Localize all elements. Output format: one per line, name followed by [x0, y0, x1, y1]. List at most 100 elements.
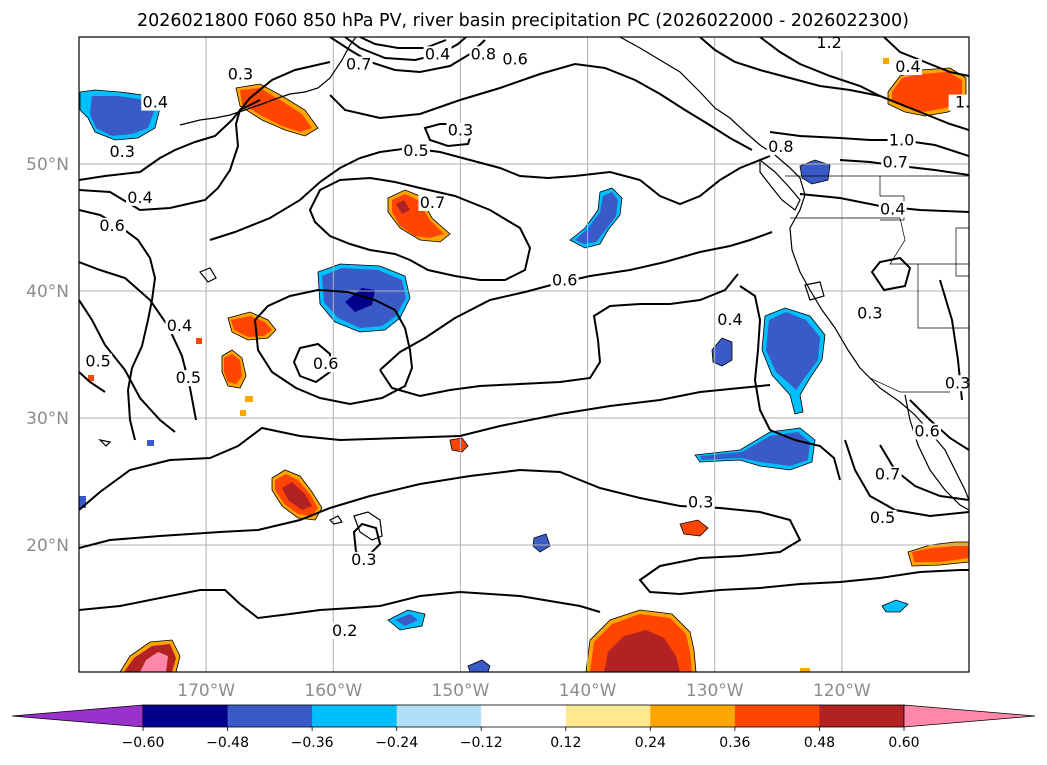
contour-label-halo: [418, 194, 447, 211]
contour-label-halo: [311, 356, 340, 373]
colorbar-segment: [481, 705, 567, 727]
contour-label: 1.: [955, 93, 970, 112]
aleutian-alaska-coast: [179, 37, 357, 126]
contour-label: 0.7: [346, 54, 371, 73]
contour-label-halo: [948, 94, 969, 111]
map-frame: [78, 36, 970, 673]
lon-label: 150°W: [432, 681, 490, 701]
contour-label: 0.5: [870, 508, 895, 527]
coastlines: [98, 37, 969, 541]
contour-label-halo: [766, 139, 795, 156]
longitude-labels: 170°W 160°W 150°W 140°W 130°W 120°W: [177, 681, 871, 701]
contour-label: 0.6: [99, 216, 124, 235]
contour-label-halo: [550, 272, 579, 289]
nevada-border: [917, 264, 969, 329]
contour-label: 0.6: [502, 49, 527, 68]
contour-label-halo: [878, 201, 907, 218]
colorbar-segment: [143, 705, 229, 727]
colorbar-segment: [227, 705, 313, 727]
colorbar-tick-label: 0.36: [719, 735, 750, 751]
contour-label: 0.3: [228, 65, 253, 84]
contour-high-3: [359, 37, 447, 49]
contour-label: 1.0: [889, 131, 914, 150]
latitude-labels: 50°N 40°N 30°N 20°N: [26, 155, 69, 556]
positive-anomaly-patches: [88, 58, 969, 672]
contour-label: 0.7: [420, 193, 445, 212]
contour-label: 0.3: [351, 550, 376, 569]
contour-labels: 0.3 0.4 0.3 0.4 0.6 0.5 0.3 0.7 0.6 0.6 0.4 0.5 0.3 0…: [84, 33, 970, 640]
colorbar-tick-label: −0.36: [291, 735, 334, 751]
contour-label-halo: [174, 370, 203, 387]
contour-label-halo: [893, 59, 922, 76]
contour-label-halo: [715, 311, 744, 328]
contour-0.5-west: [79, 299, 176, 433]
map-panel: 0.3 0.4 0.3 0.4 0.6 0.5 0.3 0.7 0.6 0.6 0.4 0.5 0.3 0…: [26, 33, 970, 701]
contour-label: 0.8: [471, 44, 496, 63]
lon-label: 170°W: [177, 681, 235, 701]
contour-label-halo: [873, 466, 902, 483]
contour-high-1: [329, 37, 486, 74]
contour-0.5-edge: [79, 371, 106, 393]
map-background: [79, 37, 969, 672]
contour-label: 0.5: [176, 368, 201, 387]
contour-high-2: [344, 37, 467, 62]
contour-label-halo: [881, 154, 910, 171]
contour-label: 0.6: [914, 422, 939, 441]
contour-label-halo: [108, 144, 137, 161]
contour-label: 0.7: [883, 152, 908, 171]
contour-label: 0.4: [717, 310, 742, 329]
colorbar-segment: [734, 705, 820, 727]
lon-label: 160°W: [304, 681, 362, 701]
contour-label-halo: [84, 353, 113, 370]
contour-label: 0.4: [143, 93, 168, 112]
oregon-border: [790, 217, 969, 265]
contour-label-halo: [815, 37, 844, 51]
mexico-border: [869, 377, 950, 393]
contour-0.7-central: [308, 176, 532, 281]
vancouver-island: [759, 158, 801, 211]
colorbar-tick-label: 0.12: [550, 735, 581, 751]
contour-label-halo: [141, 94, 170, 111]
contour-label-halo: [887, 132, 916, 149]
contour-label: 0.8: [768, 137, 793, 156]
contour-label: 0.2: [332, 621, 357, 640]
contour-label-halo: [469, 46, 498, 63]
contour-1.0: [769, 131, 969, 157]
contour-label: 0.6: [313, 354, 338, 373]
contour-0.6-loop: [253, 288, 414, 406]
contour-label: 0.3: [857, 303, 882, 322]
contour-label: 1.2: [816, 33, 841, 52]
lon-label: 130°W: [686, 681, 744, 701]
colorbar-tick-label: 0.60: [888, 735, 919, 751]
contour-label-halo: [943, 375, 969, 392]
small-island: [199, 267, 217, 283]
contour-label-halo: [349, 551, 378, 568]
contour-label: 0.4: [167, 316, 192, 335]
contour-label-halo: [401, 142, 430, 159]
contour-label: 0.5: [85, 352, 110, 371]
colorbar-tick-label: −0.24: [375, 735, 418, 751]
contour-label: 0.3: [945, 373, 970, 392]
contour-label-halo: [868, 509, 897, 526]
contour-1.2: [699, 37, 969, 131]
colorbar-segment: [819, 705, 905, 727]
colorbar-tick-label: −0.48: [206, 735, 249, 751]
contour-1.2b: [759, 37, 881, 97]
contour-label-halo: [913, 423, 942, 440]
contour-0.3-north: [79, 61, 331, 181]
contour-label-halo: [855, 305, 884, 322]
colorbar-segment: [312, 705, 398, 727]
contour-0.3-ne: [870, 256, 912, 292]
contour-0.3-central: [79, 384, 771, 511]
colorbar-segment: [396, 705, 482, 727]
contour-0.5-se: [844, 439, 969, 518]
colorbar-segment: [650, 705, 736, 727]
lat-label: 20°N: [26, 536, 69, 556]
lat-label: 30°N: [26, 409, 69, 429]
contour-0.3-south: [79, 468, 969, 596]
lat-label: 40°N: [26, 282, 69, 302]
contour-label-halo: [126, 189, 155, 206]
contour-label: 0.7: [875, 465, 900, 484]
contour-1.4: [883, 37, 969, 77]
